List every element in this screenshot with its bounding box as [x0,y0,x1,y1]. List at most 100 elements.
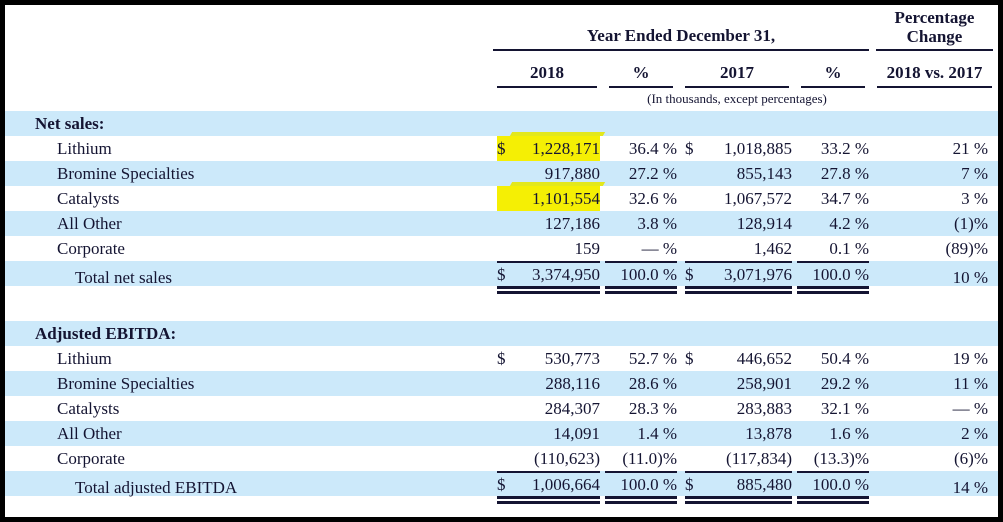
value-2018: 917,880 [544,163,600,183]
value-2018: 1,006,664 [532,474,600,494]
percent-2018: 3.8 % [637,213,677,233]
percentage-change: 14 % [952,478,988,497]
percent-2017: 50.4 % [820,348,869,368]
percentage-change-cell: 21 % [871,136,998,161]
row-label-cell: Total net sales [5,261,491,294]
section-title: Net sales: [5,111,998,136]
value-2018: 288,116 [545,373,600,393]
value-2018-cell: $3,374,950 [491,261,603,294]
percentage-change: 10 % [952,268,988,287]
value-2017-cell: 1,462 [679,236,795,261]
year-ended-header: Year Ended December 31, [586,26,776,45]
value-2018-cell: 14,091 [491,421,603,446]
percent-2018-cell: — % [603,236,679,261]
value-2018-cell: 159 [491,236,603,261]
value-2018-cell: 284,307 [491,396,603,421]
percent-2018-cell: 28.6 % [603,371,679,396]
percent-2017: (13.3)% [813,448,869,468]
value-2017: 13,878 [745,423,792,443]
value-2018: 530,773 [544,348,600,368]
value-2018-cell: $1,228,171 [491,136,603,161]
currency-sign-2018: $ [497,264,506,284]
value-2017: 1,018,885 [724,138,792,158]
value-2017-cell: 855,143 [679,161,795,186]
section-header-row: Adjusted EBITDA: [5,321,998,346]
percent-2017-cell: 34.7 % [795,186,871,211]
percent-2018: 100.0 % [605,261,677,294]
value-2017-cell: $885,480 [679,471,795,504]
table-body: Net sales: Lithium $1,228,171 36.4 % $1,… [5,111,998,504]
table-row: Catalysts 1,101,554 32.6 % 1,067,572 34.… [5,186,998,211]
value-2018: (110,623) [534,448,600,468]
value-2017-cell: 13,878 [679,421,795,446]
percent-2018: 28.6 % [628,373,677,393]
percentage-change: (89)% [945,239,988,258]
value-2017: 885,480 [736,474,792,494]
percentage-change-cell: 2 % [871,421,998,446]
percentage-change: (6)% [954,449,988,468]
percent-2018: — % [641,238,677,258]
section-spacer-row [5,294,998,321]
percent-2018: 27.2 % [628,163,677,183]
percentage-change: 19 % [952,349,988,368]
row-label: Bromine Specialties [57,374,195,393]
value-2017: 128,914 [736,213,792,233]
section-header-row: Net sales: [5,111,998,136]
row-label: All Other [57,214,122,233]
value-2018: 1,228,171 [532,138,600,158]
percent-2017: 4.2 % [829,213,869,233]
units-note: (In thousands, except percentages) [647,91,827,106]
segment-results-table: Year Ended December 31, Percentage Chang… [5,5,998,504]
percent-2017-cell: 0.1 % [795,236,871,261]
row-label-cell: Lithium [5,136,491,161]
percentage-change-header-cell: Percentage Change [871,5,998,51]
table-header: Year Ended December 31, Percentage Chang… [5,5,998,111]
percent-2017-cell: 1.6 % [795,421,871,446]
group-header-row: Year Ended December 31, Percentage Chang… [5,5,998,51]
percent-2017: 27.8 % [820,163,869,183]
percentage-change: 21 % [952,139,988,158]
table-row: All Other 14,091 1.4 % 13,878 1.6 % 2 % [5,421,998,446]
row-label: Total net sales [75,268,173,287]
value-2018-cell: 288,116 [491,371,603,396]
percentage-change-cell: 19 % [871,346,998,371]
percentage-change: 7 % [961,164,988,183]
percent-2017-cell: 33.2 % [795,136,871,161]
percentage-change: 2 % [961,424,988,443]
percent-2017: 100.0 % [797,261,869,294]
percent-2018: (11.0)% [622,448,677,468]
percent-2017: 1.6 % [829,423,869,443]
percentage-change-header: Percentage Change [894,8,975,46]
value-2017-cell: $446,652 [679,346,795,371]
percent-2018-cell: 52.7 % [603,346,679,371]
currency-sign-2017: $ [685,264,694,284]
value-2017: 258,901 [736,373,792,393]
col-header-pct-2018-cell: % [603,51,679,88]
percent-2018-cell: 32.6 % [603,186,679,211]
section-title: Adjusted EBITDA: [5,321,998,346]
table-row: All Other 127,186 3.8 % 128,914 4.2 % (1… [5,211,998,236]
row-label: Corporate [57,449,125,468]
row-label-cell: Corporate [5,236,491,261]
value-2017: 446,652 [736,348,792,368]
col-header-2018-cell: 2018 [491,51,603,88]
percent-2017-cell: (13.3)% [795,446,871,471]
col-header-2017: 2017 [685,63,789,88]
col-header-2018-vs-2017: 2018 vs. 2017 [877,63,992,88]
currency-sign-2017: $ [685,138,694,158]
header-spacer-cell [5,88,491,111]
col-header-2018-vs-2017-cell: 2018 vs. 2017 [871,51,998,88]
percentage-change-cell: (1)% [871,211,998,236]
units-note-row: (In thousands, except percentages) [5,88,998,111]
percent-2017-cell: 27.8 % [795,161,871,186]
value-2018: 159 [574,238,601,258]
percentage-change-cell: 10 % [871,261,998,294]
row-label: Bromine Specialties [57,164,195,183]
table-row: Total net sales $3,374,950 100.0 % $3,07… [5,261,998,294]
percentage-change: 11 % [953,374,988,393]
value-2017-cell: 258,901 [679,371,795,396]
col-header-pct-2017-cell: % [795,51,871,88]
percent-2017: 33.2 % [820,138,869,158]
value-2017-cell: 283,883 [679,396,795,421]
